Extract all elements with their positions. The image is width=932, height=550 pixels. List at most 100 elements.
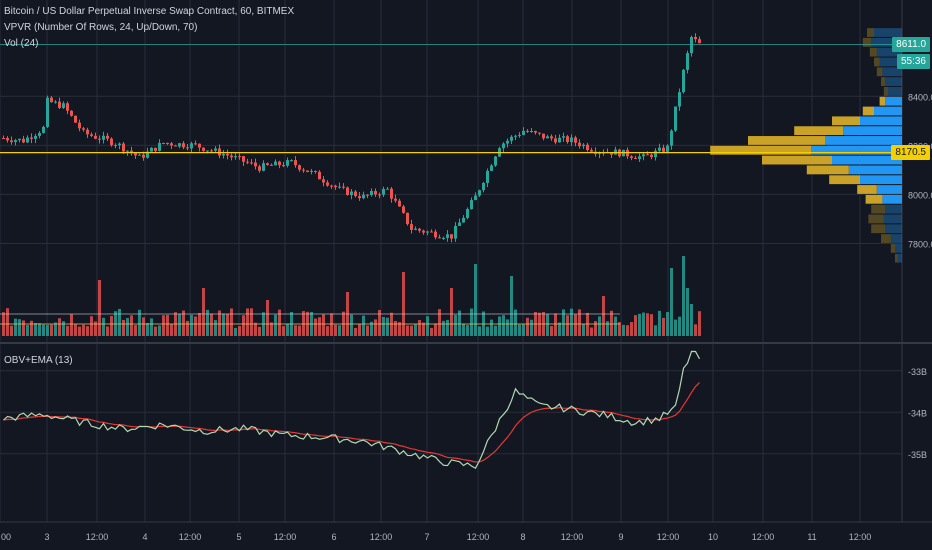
volume-bar [54, 322, 57, 336]
candle-body [562, 136, 565, 138]
candle-body [390, 188, 393, 199]
volume-bar [474, 264, 477, 336]
candle-body [86, 129, 89, 135]
volume-bar [326, 326, 329, 336]
volume-bar [614, 316, 617, 336]
volume-bar [698, 311, 701, 336]
candle-body [266, 163, 269, 165]
vol-label[interactable]: Vol (24) [4, 38, 39, 49]
volume-bar [638, 313, 641, 336]
vp-bar-up [848, 165, 902, 175]
volume-bar [62, 321, 65, 336]
time-tick-label: 12:00 [467, 532, 490, 542]
candle-body [530, 131, 533, 133]
candle-body [386, 188, 389, 190]
volume-bar [354, 327, 357, 336]
vp-bar-down [876, 67, 883, 77]
candle-body [662, 147, 665, 152]
candle-body [574, 137, 577, 143]
candle-body [578, 142, 581, 147]
candle-body [38, 132, 41, 136]
volume-bar [166, 314, 169, 336]
volume-bar [502, 315, 505, 336]
volume-bar [350, 314, 353, 336]
candle-body [598, 152, 601, 154]
candle-body [286, 160, 289, 166]
candle-body [274, 161, 277, 166]
volume-bar [658, 310, 661, 336]
vp-bar-up [860, 175, 902, 185]
vp-bar-up [885, 204, 902, 214]
volume-bar [418, 320, 421, 336]
candle-body [638, 156, 641, 159]
candle-body [558, 137, 561, 143]
volume-bar [242, 315, 245, 336]
candle-body [522, 130, 525, 135]
time-tick-label: 10 [708, 532, 718, 542]
volume-bar [294, 325, 297, 336]
volume-bar [138, 309, 141, 336]
candle-body [422, 230, 425, 233]
candle-body [226, 153, 229, 156]
volume-bar [550, 326, 553, 336]
volume-bar [690, 304, 693, 336]
time-tick-label: 12:00 [274, 532, 297, 542]
time-tick-label: 12:00 [179, 532, 202, 542]
candle-body [250, 162, 253, 164]
time-tick-label: 12:00 [86, 532, 109, 542]
volume-bar [222, 313, 225, 336]
candle-body [154, 147, 157, 151]
volume-bar [438, 309, 441, 336]
candle-body [134, 153, 137, 156]
volume-bar [686, 288, 689, 336]
volume-bar [78, 326, 81, 336]
candle-body [62, 103, 65, 108]
candle-body [278, 161, 281, 166]
volume-bar [226, 313, 229, 336]
candle-body [462, 217, 465, 223]
volume-bar [426, 316, 429, 336]
candle-body [210, 150, 213, 152]
candle-body [6, 138, 9, 141]
candle-body [282, 165, 285, 167]
volume-bar [626, 325, 629, 336]
candle-body [206, 150, 209, 152]
candle-body [362, 194, 365, 199]
candle-body [570, 137, 573, 143]
candle-body [182, 143, 185, 148]
vp-bar-down [883, 86, 888, 96]
vp-bar-down [862, 37, 872, 47]
volume-bar [86, 326, 89, 336]
volume-bar [154, 326, 157, 336]
volume-bar [450, 288, 453, 336]
vpvr-label[interactable]: VPVR (Number Of Rows, 24, Up/Down, 70) [4, 22, 198, 33]
volume-bar [50, 324, 53, 336]
volume-bar [38, 323, 41, 336]
candle-body [70, 110, 73, 116]
volume-bar [506, 319, 509, 336]
volume-bar [42, 324, 45, 336]
vp-bar-down [881, 234, 891, 243]
candle-body [30, 137, 33, 139]
vp-bar-down [868, 214, 884, 224]
candle-body [566, 136, 569, 143]
candle-body [294, 160, 297, 166]
candle-body [610, 152, 613, 155]
volume-bar [270, 322, 273, 336]
candle-body [650, 154, 653, 158]
candle-body [354, 191, 357, 197]
volume-bar [66, 325, 69, 336]
candle-body [346, 187, 349, 196]
obv-label[interactable]: OBV+EMA (13) [4, 355, 73, 366]
candle-body [686, 53, 689, 70]
candle-body [126, 150, 129, 152]
vp-bar-up [876, 47, 902, 57]
candle-body [378, 194, 381, 196]
candle-body [78, 122, 81, 129]
volume-bar [274, 314, 277, 336]
volume-bar [674, 319, 677, 336]
time-tick-label: 8 [520, 532, 525, 542]
volume-bar [394, 320, 397, 336]
candle-body [98, 138, 101, 140]
